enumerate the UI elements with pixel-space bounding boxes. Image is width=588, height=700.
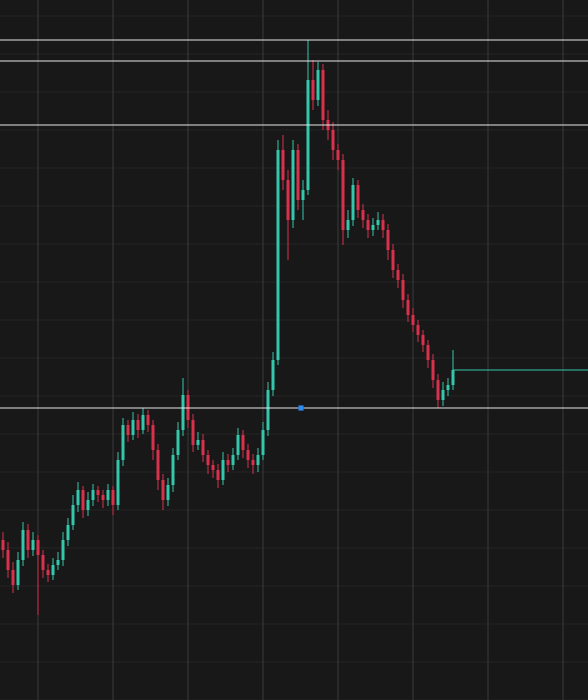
candle-body	[406, 300, 410, 315]
candle-body	[156, 450, 160, 480]
candle-body	[246, 450, 250, 460]
candle-body	[81, 490, 85, 510]
candle-body	[221, 460, 225, 480]
candle-body	[251, 460, 255, 465]
candle-body	[61, 540, 65, 560]
candle-body	[86, 500, 90, 510]
candle-body	[386, 230, 390, 250]
candle-body	[421, 335, 425, 345]
candle-body	[71, 505, 75, 525]
candle-body	[191, 420, 195, 445]
candle-body	[21, 530, 25, 560]
candle-body	[66, 525, 70, 540]
candle-body	[146, 415, 150, 425]
candle-body	[196, 440, 200, 445]
candle-body	[321, 70, 325, 120]
candle-body	[116, 460, 120, 505]
candle-body	[6, 550, 10, 570]
candle-body	[286, 180, 290, 220]
candle-body	[311, 80, 315, 100]
candle-body	[331, 130, 335, 150]
candle-body	[351, 185, 355, 220]
candle-body	[291, 150, 295, 220]
candle-body	[131, 420, 135, 435]
candle-body	[206, 455, 210, 465]
candle-body	[226, 460, 230, 465]
candle-body	[241, 435, 245, 450]
candle-body	[261, 430, 265, 455]
candle-body	[411, 315, 415, 325]
candle-body	[271, 360, 275, 390]
candle-body	[111, 490, 115, 505]
candle-body	[346, 220, 350, 230]
candle-body	[276, 150, 280, 360]
candle-body	[91, 490, 95, 500]
level-handle	[298, 405, 304, 411]
candle-body	[151, 425, 155, 450]
candle-body	[316, 70, 320, 100]
candle-body	[361, 210, 365, 220]
candle-body	[381, 220, 385, 230]
candle-body	[266, 390, 270, 430]
candle-body	[376, 220, 380, 225]
candle-body	[231, 455, 235, 465]
candle-body	[256, 455, 260, 465]
candle-body	[416, 325, 420, 335]
candle-body	[181, 395, 185, 430]
candle-body	[431, 360, 435, 380]
candle-body	[436, 380, 440, 400]
candle-body	[161, 480, 165, 500]
candle-body	[41, 555, 45, 570]
candle-body	[356, 185, 360, 210]
candle-body	[46, 570, 50, 575]
candle-body	[426, 345, 430, 360]
candle-body	[101, 495, 105, 500]
candle-body	[16, 560, 20, 585]
candle-body	[76, 490, 80, 505]
candle-body	[401, 280, 405, 300]
candle-body	[126, 425, 130, 435]
candle-body	[11, 570, 15, 585]
candle-body	[31, 540, 35, 550]
candle-body	[391, 250, 395, 270]
candle-body	[211, 465, 215, 470]
candle-body	[451, 370, 455, 385]
candle-body	[216, 470, 220, 480]
candle-body	[446, 385, 450, 390]
candle-body	[141, 415, 145, 430]
candle-body	[26, 530, 30, 550]
candle-body	[136, 420, 140, 430]
candle-body	[176, 430, 180, 455]
candle-body	[96, 490, 100, 495]
candle-body	[166, 485, 170, 500]
candle-body	[171, 455, 175, 485]
candle-body	[336, 150, 340, 160]
candle-body	[51, 565, 55, 575]
candle-body	[306, 80, 310, 190]
candle-body	[236, 435, 240, 455]
candle-body	[341, 160, 345, 230]
candle-body	[1, 540, 5, 550]
candle-body	[441, 390, 445, 400]
candle-body	[281, 150, 285, 180]
candle-body	[36, 540, 40, 555]
candle-body	[366, 220, 370, 230]
candle-body	[121, 425, 125, 460]
candle-body	[296, 150, 300, 200]
candle-body	[371, 225, 375, 230]
candle-body	[106, 490, 110, 500]
candle-body	[56, 560, 60, 565]
candle-body	[201, 440, 205, 455]
candle-body	[396, 270, 400, 280]
candle-body	[301, 190, 305, 200]
